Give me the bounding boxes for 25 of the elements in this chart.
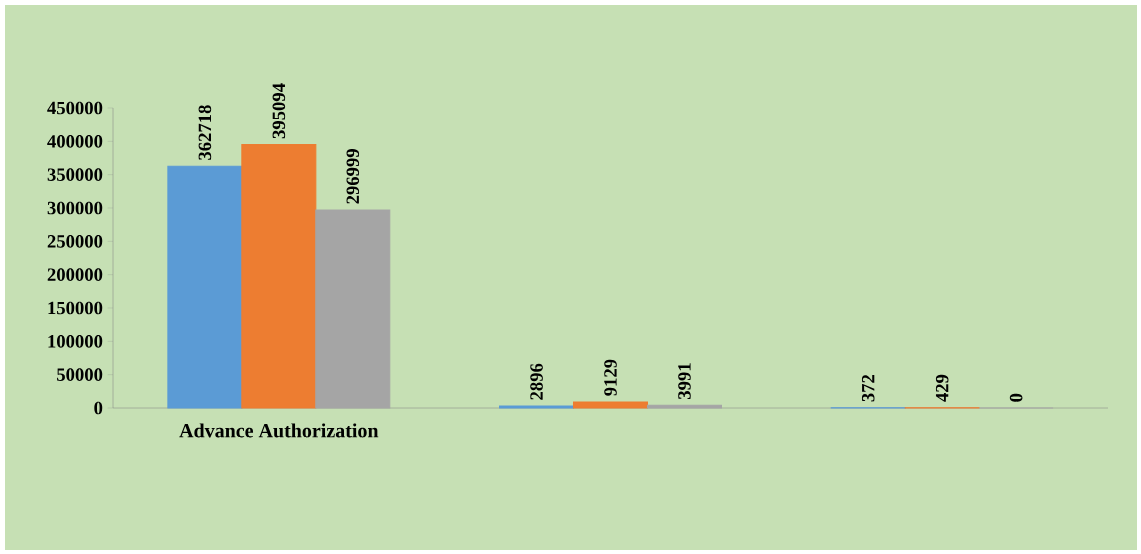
data-label: 0 (1009, 393, 1023, 402)
bar (315, 209, 391, 409)
data-label: 2896 (530, 363, 543, 400)
data-label: 362718 (198, 105, 212, 160)
y-tick-label: 50000 (57, 368, 103, 381)
data-label: 9129 (604, 359, 617, 396)
y-tick-label: 100000 (48, 335, 103, 348)
data-label: 296999 (346, 149, 360, 204)
y-tick-label: 250000 (47, 235, 103, 248)
data-label: 429 (935, 374, 949, 402)
data-label: 395094 (272, 83, 286, 139)
y-tick-label: 300000 (47, 201, 103, 215)
y-tick-label: 350000 (47, 168, 103, 181)
data-label: 372 (861, 374, 875, 402)
y-tick-label: 150000 (48, 301, 103, 315)
bar (572, 401, 649, 409)
bar (646, 404, 722, 409)
y-tick-label: 400000 (47, 135, 103, 148)
y-tick-label: 0 (94, 401, 103, 415)
bar (167, 165, 243, 409)
bar (241, 144, 317, 409)
y-tick-label: 200000 (47, 268, 103, 281)
y-tick-label: 450000 (47, 101, 103, 115)
x-tick-label: Advance Authorization (179, 423, 379, 438)
data-label: 3991 (678, 363, 691, 400)
